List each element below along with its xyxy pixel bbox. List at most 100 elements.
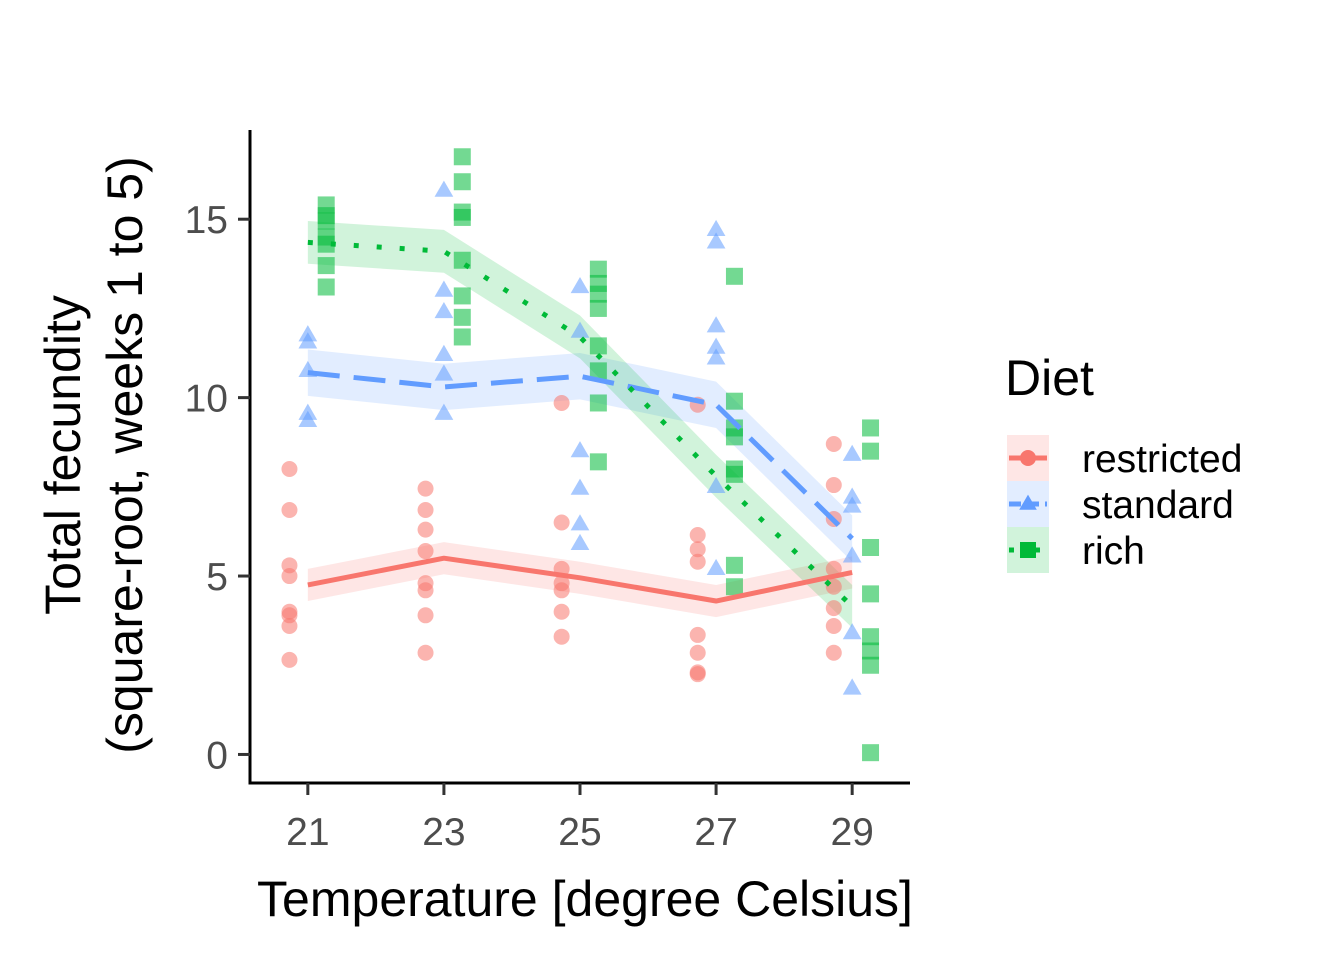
restricted-point [689,553,706,570]
restricted-point [417,480,434,497]
standard-point [570,478,590,495]
standard-point [298,332,318,349]
rich-point [589,299,607,317]
standard-confidence-ribbon [307,349,853,562]
legend-label: standard [1082,484,1234,527]
restricted-point [825,600,842,617]
legend-item-restricted: restricted [1007,435,1242,481]
restricted-point [825,617,842,634]
y-tick-label: 10 [185,378,228,421]
rich-confidence-ribbon [307,220,853,628]
x-tick-label: 23 [422,811,465,854]
rich-point [862,628,880,646]
standard-point [570,533,590,551]
rich-point [589,260,607,278]
standard-point [298,410,318,427]
restricted-point [553,514,570,531]
standard-point [842,487,862,504]
standard-point [434,280,454,297]
rich-point [725,465,743,483]
rich-point [862,656,880,674]
data-points [281,148,880,762]
standard-point [842,623,862,640]
restricted-point [281,617,298,634]
standard-trend-line [307,370,854,541]
rich-point [862,442,880,460]
restricted-point [689,626,706,643]
rich-point [453,308,471,326]
restricted-point [417,521,434,538]
standard-point [706,348,726,365]
restricted-point [553,582,570,599]
legend-label: restricted [1082,438,1242,481]
rich-point [317,235,335,253]
rich-point [453,328,471,346]
restricted-point [417,607,434,624]
rich-point [862,585,880,603]
rich-point [453,173,471,191]
restricted-point [689,541,706,558]
x-axis-title: Temperature [degree Celsius] [257,871,913,927]
y-axis-title: Total fecundity (square-root, weeks 1 to… [35,156,153,754]
standard-point [842,496,862,513]
x-tick-label: 27 [694,811,737,854]
restricted-point [281,651,298,668]
standard-point [842,444,862,461]
rich-point [725,556,743,574]
standard-point [706,337,726,354]
standard-point [842,678,862,695]
restricted-point [553,603,570,620]
rich-point [725,267,743,285]
restricted-point [417,543,434,560]
x-tick-label: 29 [830,811,873,854]
rich-point [725,392,743,410]
restricted-trend-line [307,555,853,604]
standard-point [434,301,454,319]
restricted-point [281,502,298,519]
legend-key-marker [1019,494,1037,510]
rich-point [589,285,607,303]
standard-point [706,476,726,493]
rich-point [317,278,335,296]
legend-label: rich [1082,530,1145,573]
x-axis-ticks: 21 23 25 27 29 [286,783,874,854]
rich-point [317,212,335,230]
rich-point [453,148,471,166]
standard-point [706,316,726,333]
rich-point [725,578,743,596]
y-tick-label: 5 [206,556,228,599]
restricted-point [553,394,570,411]
standard-point [570,276,590,294]
restricted-point [417,644,434,661]
x-tick-label: 21 [286,811,329,854]
standard-point [570,514,590,531]
trend-lines [307,239,854,609]
rich-point [589,453,607,471]
restricted-point [825,436,842,453]
legend-key-marker [1020,542,1036,558]
y-tick-label: 0 [206,734,228,777]
restricted-point [689,644,706,661]
standard-point [434,364,454,381]
legend-item-standard: standard [1007,481,1234,527]
rich-point [589,394,607,412]
restricted-point [689,527,706,544]
standard-point [434,180,454,197]
restricted-point [417,582,434,599]
standard-point [434,403,454,420]
legend-title: Diet [1005,350,1094,406]
legend-key-marker [1020,450,1036,466]
rich-point [453,287,471,305]
standard-point [706,558,726,576]
restricted-point [417,502,434,519]
y-axis-title-line2: (square-root, weeks 1 to 5) [97,156,153,754]
rich-point [725,428,743,446]
restricted-point [825,560,842,577]
rich-point [862,538,880,556]
rich-point [862,744,880,762]
standard-point [706,219,726,237]
rich-point [317,257,335,275]
standard-point [570,441,590,458]
